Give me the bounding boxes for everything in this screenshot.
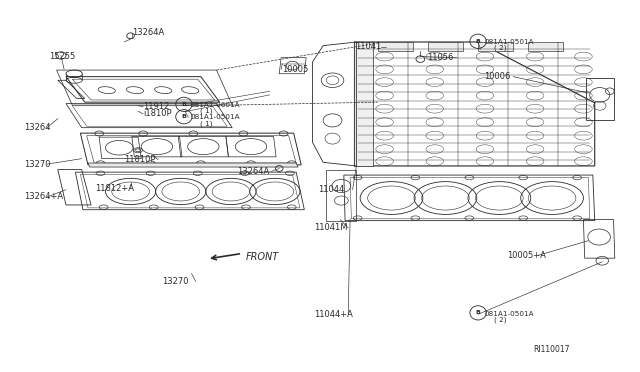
Text: 13264: 13264 — [24, 123, 51, 132]
Text: 11912: 11912 — [143, 102, 170, 111]
Text: 10005: 10005 — [282, 65, 308, 74]
Text: 081A1-0501A: 081A1-0501A — [191, 115, 241, 121]
Polygon shape — [378, 42, 413, 51]
Text: 11041: 11041 — [355, 42, 381, 51]
Text: 081A1-0601A: 081A1-0601A — [191, 102, 241, 108]
Text: 081A1-0501A: 081A1-0501A — [484, 39, 534, 45]
Text: B: B — [476, 310, 481, 315]
Text: B: B — [182, 114, 186, 119]
Text: FRONT: FRONT — [246, 252, 279, 262]
Text: 11810P: 11810P — [124, 155, 156, 164]
Text: 10006: 10006 — [484, 72, 511, 81]
Polygon shape — [478, 42, 513, 51]
Text: B: B — [182, 102, 186, 107]
Polygon shape — [355, 42, 373, 166]
Text: B: B — [476, 39, 481, 44]
Text: 13270: 13270 — [162, 277, 188, 286]
Text: 13270: 13270 — [24, 160, 51, 169]
Polygon shape — [428, 42, 463, 51]
Polygon shape — [528, 42, 563, 51]
Text: ( 1): ( 1) — [200, 108, 212, 114]
Text: ( 2): ( 2) — [494, 317, 507, 323]
Text: 11056: 11056 — [427, 53, 453, 62]
Text: 13264A: 13264A — [237, 167, 269, 176]
Text: 11044: 11044 — [318, 185, 344, 194]
Text: ( 1): ( 1) — [200, 120, 212, 126]
Text: 11041M: 11041M — [314, 224, 348, 232]
Text: 10005+A: 10005+A — [507, 251, 546, 260]
Polygon shape — [88, 163, 298, 167]
Text: 15255: 15255 — [49, 52, 76, 61]
Text: RI110017: RI110017 — [533, 345, 570, 354]
Text: 11044+A: 11044+A — [314, 310, 353, 319]
Text: 11812+A: 11812+A — [95, 184, 134, 193]
Text: 081A1-0501A: 081A1-0501A — [484, 311, 534, 317]
Text: i1810P: i1810P — [143, 109, 172, 118]
Text: 13264A: 13264A — [132, 28, 164, 37]
Text: 13264+A: 13264+A — [24, 192, 63, 201]
Text: ( 2): ( 2) — [494, 45, 507, 51]
